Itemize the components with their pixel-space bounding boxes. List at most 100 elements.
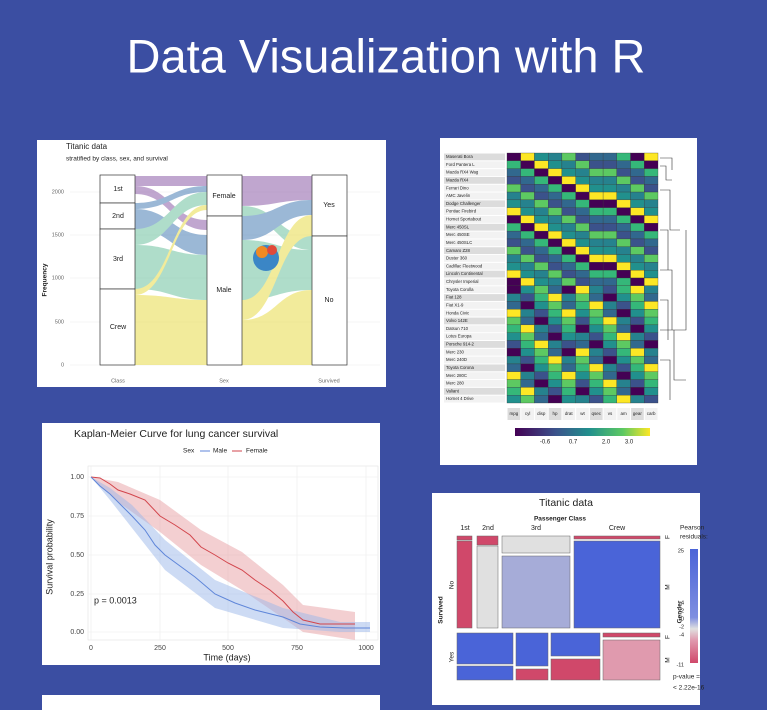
heatmap-cell	[644, 168, 659, 177]
row-label: Lincoln Continental	[446, 271, 483, 276]
heatmap-cell	[506, 332, 521, 341]
heatmap-cell	[520, 355, 535, 365]
heatmap-cell	[520, 301, 535, 310]
heatmap-cell	[616, 223, 631, 232]
heatmap-cell	[589, 238, 604, 247]
col-label-bg	[576, 408, 589, 420]
label: stratified by class, sex, and survival	[66, 156, 168, 163]
heatmap-cell	[561, 191, 576, 201]
heatmap-cell	[589, 184, 604, 193]
dendrogram	[660, 157, 687, 400]
heatmap-cell	[548, 230, 563, 240]
heatmap-cell	[644, 152, 659, 161]
col-label-bg	[562, 408, 576, 420]
heatmap-cell	[589, 270, 604, 279]
heatmap-cell	[548, 387, 563, 396]
heatmap-cell	[602, 207, 617, 216]
heatmap-cell	[534, 207, 549, 216]
heatmap-cell	[602, 262, 617, 271]
heatmap-cell	[589, 340, 604, 349]
heatmap-cell	[548, 363, 563, 372]
heatmap-cell	[575, 293, 590, 302]
heatmap-cell	[520, 207, 535, 216]
heatmap-cell	[520, 199, 535, 208]
heatmap-cell	[561, 207, 576, 216]
heatmap-cell	[506, 160, 521, 169]
heatmap-cell	[561, 340, 576, 349]
label: No	[449, 580, 456, 589]
y-tick-label: 500	[55, 319, 64, 325]
heatmap-cell	[602, 324, 617, 333]
heatmap-cell	[506, 387, 521, 396]
heatmap-cell	[602, 395, 617, 404]
heatmap-cell	[534, 230, 549, 240]
heatmap-cell	[548, 168, 563, 177]
heatmap-cell	[630, 332, 645, 341]
legend-tick: -2	[679, 624, 684, 630]
heatmap-cell	[630, 207, 645, 216]
heatmap-cell	[575, 168, 590, 177]
logo	[267, 245, 277, 255]
p-value: < 2.22e-16	[673, 685, 705, 692]
row-label-bg	[444, 372, 505, 380]
legend-tick: -4	[679, 632, 684, 638]
col-label-bg	[507, 408, 521, 420]
heatmap-cell	[644, 387, 659, 396]
col-label: qsec	[591, 411, 601, 416]
heatmap-cell	[602, 176, 617, 185]
heatmap-cell	[644, 230, 659, 240]
heatmap-cell	[534, 332, 549, 341]
row-label: Dodge Challenger	[446, 201, 481, 206]
row-label-bg	[444, 270, 505, 278]
heatmap-cell	[548, 332, 563, 341]
heatmap-cell	[644, 238, 659, 247]
heatmap-cell	[561, 254, 576, 263]
survival-curve	[90, 476, 355, 625]
heatmap-cell	[575, 270, 590, 279]
row-label: Fiat X1-9	[446, 302, 464, 307]
heatmap-cell	[602, 355, 617, 365]
heatmap-cell	[520, 309, 535, 318]
row-label-bg	[444, 216, 505, 223]
heatmap-cell	[506, 371, 521, 380]
heatmap-cell	[534, 285, 549, 294]
heatmap-cell	[616, 199, 631, 208]
ci-band	[91, 477, 355, 640]
y-tick-label: 1500	[52, 232, 64, 238]
heatmap-cell	[575, 340, 590, 349]
label: 2nd	[112, 213, 124, 220]
heatmap-cell	[575, 309, 590, 318]
row-label-bg	[444, 395, 505, 403]
heatmap-cell	[534, 176, 549, 185]
heatmap-cell	[548, 207, 563, 216]
row-label-bg	[444, 301, 505, 309]
heatmap-cell	[548, 254, 563, 263]
row-label: Cadillac Fleetwood	[446, 263, 483, 268]
heatmap-cell	[561, 395, 576, 404]
heatmap-cell	[589, 301, 604, 310]
heatmap-cell	[534, 324, 549, 333]
heatmap-cell	[644, 215, 659, 224]
heatmap-cell	[506, 152, 521, 161]
heatmap-cell	[506, 191, 521, 201]
heatmap-cell	[589, 262, 604, 271]
heatmap-cell	[520, 293, 535, 302]
heatmap-cell	[534, 293, 549, 302]
heatmap-cell	[548, 301, 563, 310]
label: F	[665, 635, 672, 639]
legend-tick: 2.0	[602, 440, 611, 446]
row-label: Merc 450SE	[446, 232, 470, 237]
heatmap-cell	[589, 316, 604, 326]
heatmap-cell	[630, 254, 645, 263]
heatmap-cell	[575, 223, 590, 232]
row-label: Hornet 4 Drive	[446, 396, 474, 401]
y-tick-label: 0.00	[70, 629, 84, 636]
heatmap-cell	[520, 176, 535, 185]
heatmap-cell	[630, 324, 645, 333]
heatmap-cell	[589, 348, 604, 357]
y-tick-label: 0	[61, 362, 64, 368]
heatmap-cell	[575, 191, 590, 201]
row-label: Honda Civic	[446, 310, 470, 315]
row-label: Volvo 142E	[446, 318, 468, 323]
x-tick-label: Class	[111, 378, 125, 384]
